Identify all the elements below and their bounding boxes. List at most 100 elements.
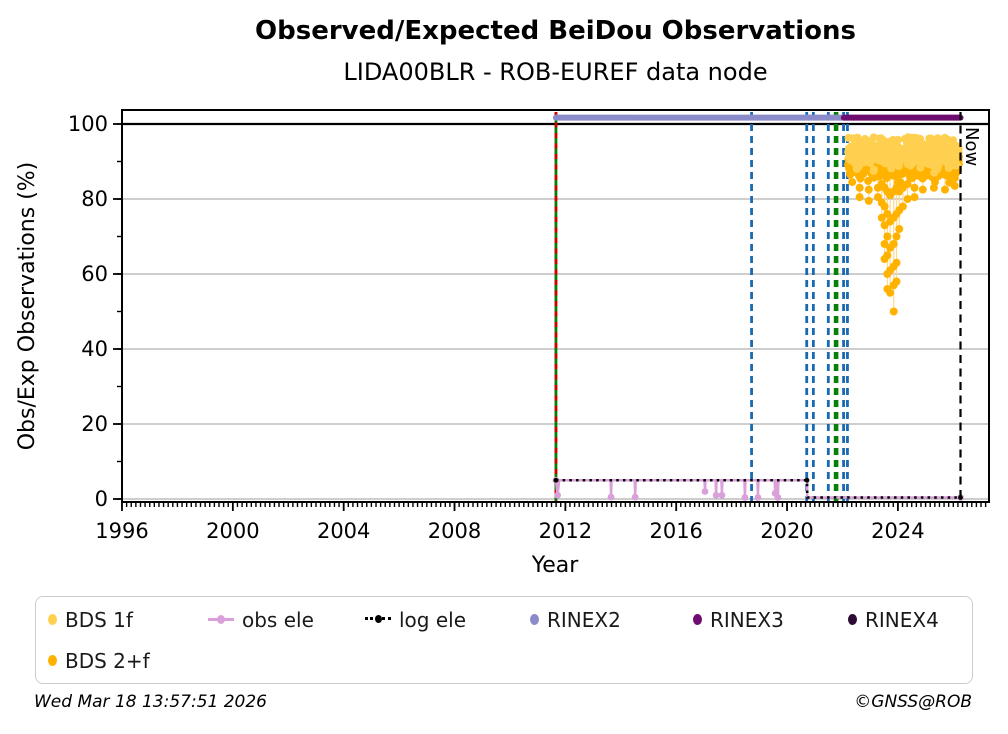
scatter-point-bds-1f <box>845 149 854 158</box>
scatter-point-bds-2-f <box>888 171 897 180</box>
legend-label: BDS 2+f <box>65 648 150 673</box>
scatter-point-bds-1f <box>869 167 878 175</box>
scatter-point-bds-1f <box>880 148 889 157</box>
scatter-point-bds-1f <box>912 145 921 154</box>
legend-label: RINEX3 <box>710 607 784 632</box>
scatter-point-bds-1f <box>869 133 878 142</box>
x-tick-label: 2008 <box>428 519 481 543</box>
scatter-outlier-point <box>950 181 959 190</box>
legend-item-log-ele: log ele <box>365 608 530 632</box>
legend-label: RINEX2 <box>547 607 621 632</box>
legend-item-bds-1f: BDS 1f <box>48 608 208 632</box>
scatter-outlier-point <box>855 183 864 192</box>
scatter-point-bds-1f <box>857 143 866 152</box>
scatter-point-bds-1f <box>927 161 936 170</box>
scatter-outlier-point <box>895 225 904 233</box>
plot-area: 1996 2000 2004 2008 2012 2016 2020 2024 0 20 40 60 8… <box>15 109 990 578</box>
legend-marker-line <box>208 614 234 625</box>
obs-ele-marker <box>607 493 615 501</box>
scatter-outlier-point <box>892 277 901 286</box>
x-tick-label: 2004 <box>317 519 370 543</box>
log-ele-marker <box>804 477 810 483</box>
legend-marker-dot <box>48 614 57 625</box>
scatter-point-bds-1f <box>848 156 857 165</box>
y-tick-label: 20 <box>81 412 108 436</box>
y-tick-label: 100 <box>68 112 108 136</box>
scatter-outlier-point <box>873 193 882 202</box>
scatter-outlier-point <box>883 232 892 241</box>
obs-ele-marker <box>701 488 709 495</box>
obs-ele-marker <box>554 491 562 499</box>
x-tick-label: 2000 <box>206 519 259 543</box>
legend-item-rinex2: RINEX2 <box>530 608 693 632</box>
legend-item-rinex3: RINEX3 <box>693 608 848 632</box>
scatter-outlier-point <box>880 202 889 211</box>
scatter-point-bds-2-f <box>848 178 857 187</box>
footer-credit: ©GNSS@ROB <box>854 692 972 712</box>
legend-label: RINEX4 <box>865 607 939 632</box>
legend-marker-dotted-line <box>365 614 391 625</box>
legend-marker-dot <box>848 614 857 625</box>
scatter-point-bds-1f <box>852 165 861 173</box>
scatter-outlier-point <box>889 240 898 248</box>
scatter-point-bds-1f <box>876 138 885 147</box>
scatter-point-bds-1f <box>940 133 949 142</box>
y-tick-label: 0 <box>95 487 108 511</box>
scatter-point-bds-1f <box>918 139 927 148</box>
scatter-outlier-point <box>855 193 864 202</box>
scatter-point-bds-1f <box>849 134 858 143</box>
obs-ele-marker <box>774 494 782 501</box>
chart-subtitle: LIDA00BLR - ROB-EUREF data node <box>343 58 768 86</box>
obs-ele-marker <box>754 494 762 501</box>
scatter-outlier-point <box>883 251 892 260</box>
legend-marker-dot <box>693 614 702 625</box>
legend: BDS 1f obs ele log ele RINEX2 RINEX3 RINEX4 BD… <box>35 596 973 684</box>
scatter-point-bds-2-f <box>941 170 950 179</box>
y-tick-label: 80 <box>81 187 108 211</box>
scatter-point-bds-2-f <box>882 174 891 183</box>
scatter-outlier-point <box>903 180 912 188</box>
scatter-point-bds-1f <box>929 135 938 144</box>
x-axis-label: Year <box>531 553 580 578</box>
legend-label: BDS 1f <box>65 607 133 632</box>
scatter-outlier-point <box>883 210 892 218</box>
scatter-point-bds-2-f <box>876 169 884 178</box>
x-tick-label: 2016 <box>649 519 702 543</box>
scatter-point-bds-2-f <box>859 169 868 178</box>
scatter-outlier-point <box>910 183 919 192</box>
legend-label: log ele <box>399 607 467 632</box>
chart-title: Observed/Expected BeiDou Observations <box>255 16 856 46</box>
scatter-outlier-point <box>929 183 938 192</box>
y-axis-label: Obs/Exp Observations (%) <box>15 162 40 451</box>
scatter-point-bds-1f <box>878 154 887 163</box>
scatter-point-bds-1f <box>866 147 875 156</box>
scatter-point-bds-1f <box>918 146 927 155</box>
x-tick-label: 2012 <box>539 519 592 543</box>
scatter-outlier-point <box>898 202 907 211</box>
x-tick-label: 2024 <box>871 519 924 543</box>
scatter-outlier-point <box>864 185 873 194</box>
scatter-point-bds-1f <box>889 159 898 168</box>
obs-ele-marker <box>718 491 726 499</box>
obs-ele-marker <box>631 493 639 501</box>
scatter-outlier-point <box>892 258 901 267</box>
scatter-point-bds-2-f <box>864 176 873 185</box>
scatter-outlier-point <box>918 185 927 194</box>
scatter-outlier-point <box>910 193 919 202</box>
scatter-point-bds-1f <box>945 143 954 152</box>
legend-item-obs-ele: obs ele <box>208 608 365 632</box>
scatter-outlier-point <box>892 232 901 241</box>
y-tick-label: 60 <box>81 262 108 286</box>
obs-ele-marker <box>712 491 720 499</box>
legend-marker-dot <box>530 614 539 625</box>
scatter-point-bds-1f <box>858 152 867 161</box>
scatter-outlier-point <box>940 185 949 194</box>
scatter-point-bds-1f <box>933 165 942 174</box>
scatter-point-bds-1f <box>911 133 920 142</box>
scatter-point-bds-1f <box>916 163 925 172</box>
log-ele-marker <box>553 477 559 483</box>
scatter-outlier-point <box>903 195 912 203</box>
scatter-point-bds-2-f <box>905 169 913 178</box>
scatter-outlier-point <box>864 196 873 205</box>
scatter-point-bds-1f <box>886 140 895 149</box>
